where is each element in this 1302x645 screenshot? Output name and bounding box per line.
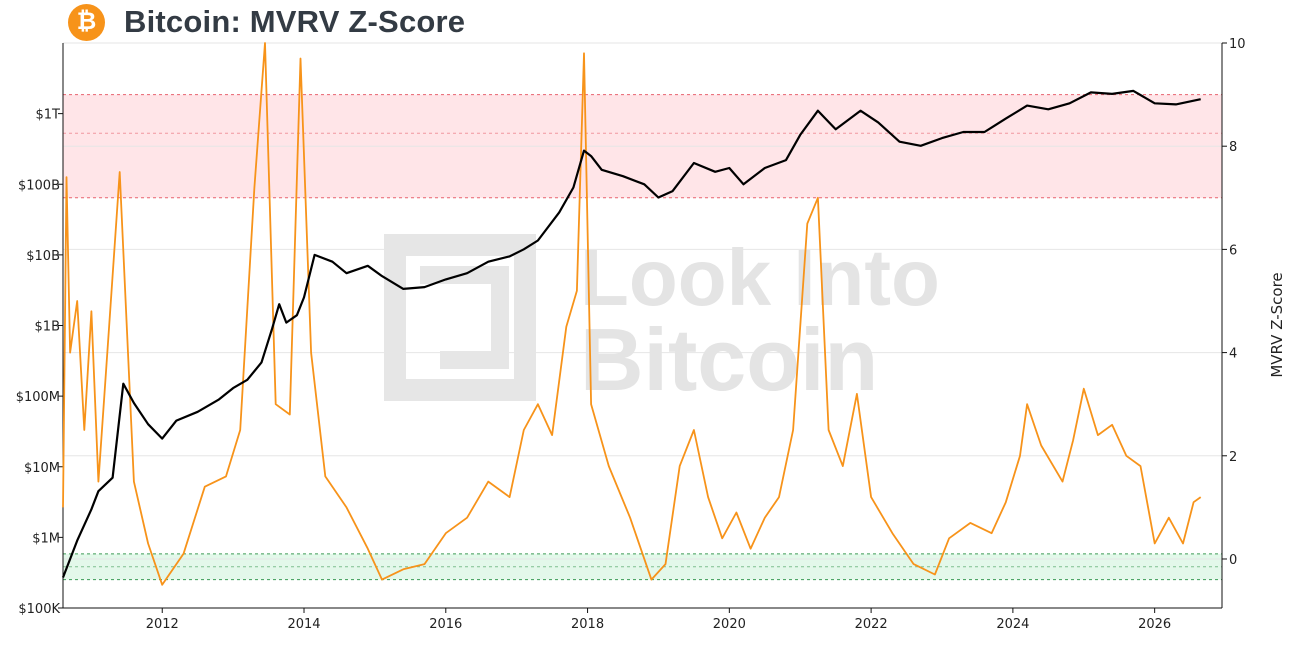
mvrv-zscore-line [62, 42, 1202, 586]
watermark-logo [384, 234, 536, 401]
x-tick-label: 2024 [996, 617, 1029, 632]
left-tick-label: $10B [26, 249, 60, 264]
watermark: Look Into Bitcoin [384, 233, 940, 409]
watermark-logo-mark [420, 266, 509, 369]
watermark-line-1: Look Into [580, 233, 940, 322]
right-axis-title: MVRV Z-Score [1268, 272, 1286, 377]
right-tick-label: 4 [1229, 347, 1237, 362]
gridlines [63, 42, 1222, 560]
series-lines [61, 42, 1202, 586]
left-tick-label: $10M [24, 461, 60, 476]
chart-header: ₿ Bitcoin: MVRV Z-Score [68, 0, 465, 44]
x-tick-label: 2022 [855, 617, 888, 632]
left-tick-label: $100M [16, 390, 60, 405]
chart-title: Bitcoin: MVRV Z-Score [124, 4, 466, 39]
right-tick-label: 2 [1229, 450, 1237, 465]
watermark-line-2: Bitcoin [580, 310, 878, 409]
x-tick-label: 2016 [429, 617, 462, 632]
left-tick-label: $1M [32, 531, 60, 546]
left-tick-label: $1B [35, 320, 60, 335]
right-tick-label: 6 [1229, 243, 1237, 258]
market-cap-line [61, 89, 1201, 578]
x-tick-label: 2018 [571, 617, 604, 632]
left-tick-label: $100B [18, 178, 60, 193]
x-tick-label: 2026 [1138, 617, 1171, 632]
bitcoin-icon: ₿ [68, 3, 105, 41]
right-tick-label: 0 [1229, 553, 1237, 568]
right-tick-label: 8 [1229, 140, 1237, 155]
left-tick-label: $100K [18, 602, 60, 617]
axes: $100K $1M $10M $100M $1B $10B $100B $1T 0 2 4 6 8 10 2… [16, 37, 1246, 632]
x-tick-label: 2012 [146, 617, 179, 632]
x-tick-label: 2014 [287, 617, 320, 632]
right-tick-label: 10 [1229, 37, 1246, 52]
left-tick-label: $1T [36, 108, 61, 123]
x-tick-label: 2020 [713, 617, 746, 632]
